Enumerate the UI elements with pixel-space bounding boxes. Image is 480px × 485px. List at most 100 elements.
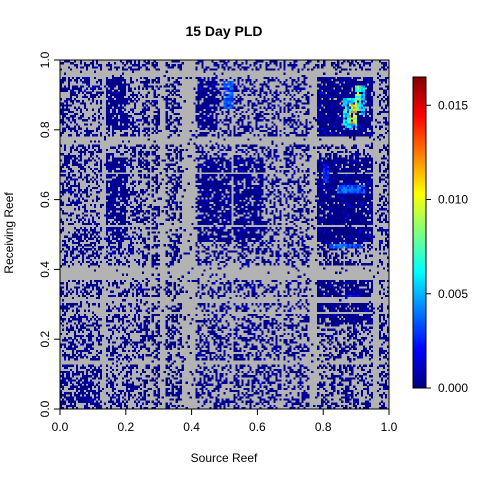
heatmap-cell [165,146,168,149]
heatmap-cell [91,210,95,213]
heatmap-cell [71,146,75,149]
heatmap-cell [171,178,174,181]
heatmap-cell [63,311,67,314]
heatmap-cell [119,195,122,198]
heatmap-cell [123,98,126,101]
heatmap-cell [79,389,83,393]
heatmap-cell [215,322,218,325]
heatmap-cell [71,356,75,359]
heatmap-cell [79,218,83,221]
heatmap-cell [169,102,172,105]
heatmap-cell [79,144,83,147]
heatmap-cell [111,153,114,156]
heatmap-cell [113,392,116,395]
heatmap-cell [69,320,73,323]
heatmap-cell [127,89,130,92]
heatmap-cell [83,347,87,350]
heatmap-cell [179,220,182,224]
heatmap-cell [197,60,200,63]
heatmap-cell [109,383,112,386]
heatmap-cell [69,91,73,94]
heatmap-cell [173,246,176,249]
heatmap-cell [215,324,218,327]
heatmap-cell [129,165,132,169]
heatmap-cell [109,290,112,293]
heatmap-cell [139,356,142,359]
heatmap-cell [203,250,206,253]
heatmap-cell [93,318,97,321]
heatmap-cell [60,68,63,71]
heatmap-cell [73,161,77,164]
heatmap-cell [79,305,83,308]
heatmap-cell [73,394,77,397]
heatmap-cell [133,208,136,211]
heatmap-cell [171,324,174,327]
heatmap-cell [79,167,83,171]
heatmap-cell [129,146,132,149]
heatmap-cell [91,229,95,232]
heatmap-cell [127,110,130,114]
heatmap-cell [145,364,148,367]
heatmap-cell [145,153,148,156]
heatmap-cell [65,339,69,342]
heatmap-cell [171,212,174,215]
heatmap-cell [195,108,198,111]
heatmap-cell [209,214,212,217]
heatmap-cell [151,169,154,173]
heatmap-cell [111,227,114,230]
heatmap-cell [201,203,204,207]
heatmap-cell [145,216,148,219]
heatmap-cell [165,64,168,67]
heatmap-cell [63,256,67,259]
heatmap-cell [217,387,220,391]
heatmap-cell [195,396,198,399]
heatmap-cell [171,167,174,171]
heatmap-cell [125,356,128,359]
heatmap-cell [171,258,174,262]
heatmap-cell [141,341,144,344]
heatmap-cell [217,169,220,173]
heatmap-cell [213,161,216,164]
heatmap-cell [121,110,124,114]
heatmap-cell [79,89,83,92]
heatmap-cell [91,89,95,92]
heatmap-cell [97,366,101,369]
heatmap-cell [93,172,97,175]
heatmap-cell [89,254,93,257]
heatmap-cell [73,379,77,382]
heatmap-cell [67,203,71,207]
heatmap-cell [119,318,122,321]
heatmap-cell [123,157,126,160]
heatmap-cell [137,153,140,156]
heatmap-cell [79,396,83,399]
heatmap-cell [111,214,114,217]
heatmap-cell [145,165,148,169]
heatmap-cell [201,208,204,211]
heatmap-cell [107,112,110,116]
heatmap-cell [173,320,176,323]
heatmap-cell [209,184,212,188]
heatmap-cell [119,106,122,109]
heatmap-cell [99,178,103,181]
heatmap-cell [67,373,71,376]
heatmap-cell [129,305,132,308]
heatmap-cell [119,167,122,171]
heatmap-cell [125,201,128,204]
heatmap-cell [147,212,150,215]
heatmap-cell [60,159,63,162]
heatmap-cell [179,235,182,238]
heatmap-cell [129,205,132,209]
heatmap-cell [61,76,65,80]
heatmap-cell [175,60,178,63]
heatmap-cell [107,100,110,103]
heatmap-cell [99,404,103,408]
heatmap-cell [73,347,77,350]
heatmap-cell [197,345,200,348]
heatmap-cell [199,326,202,329]
heatmap-cell [109,100,112,103]
heatmap-cell [109,85,112,88]
heatmap-cell [61,104,65,107]
heatmap-cell [153,167,156,171]
heatmap-cell [109,254,112,257]
heatmap-cell [69,189,73,192]
